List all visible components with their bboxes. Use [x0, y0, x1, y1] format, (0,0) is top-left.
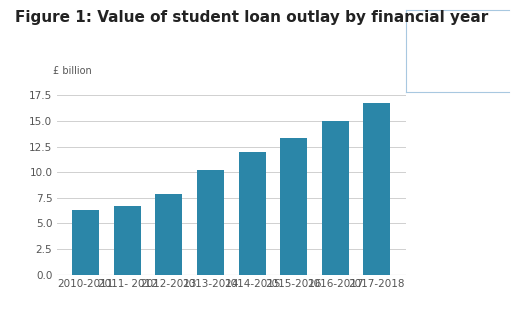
Bar [322, 121, 348, 275]
Bar [280, 138, 307, 275]
Bar [114, 206, 141, 275]
Bar [197, 170, 224, 275]
Bar [238, 152, 266, 275]
Bar [156, 194, 182, 275]
Text: £ billion: £ billion [53, 66, 91, 76]
Text: Figure 1: Value of student loan outlay by financial year: Figure 1: Value of student loan outlay b… [15, 10, 489, 25]
Bar [72, 210, 99, 275]
Bar [363, 103, 390, 275]
